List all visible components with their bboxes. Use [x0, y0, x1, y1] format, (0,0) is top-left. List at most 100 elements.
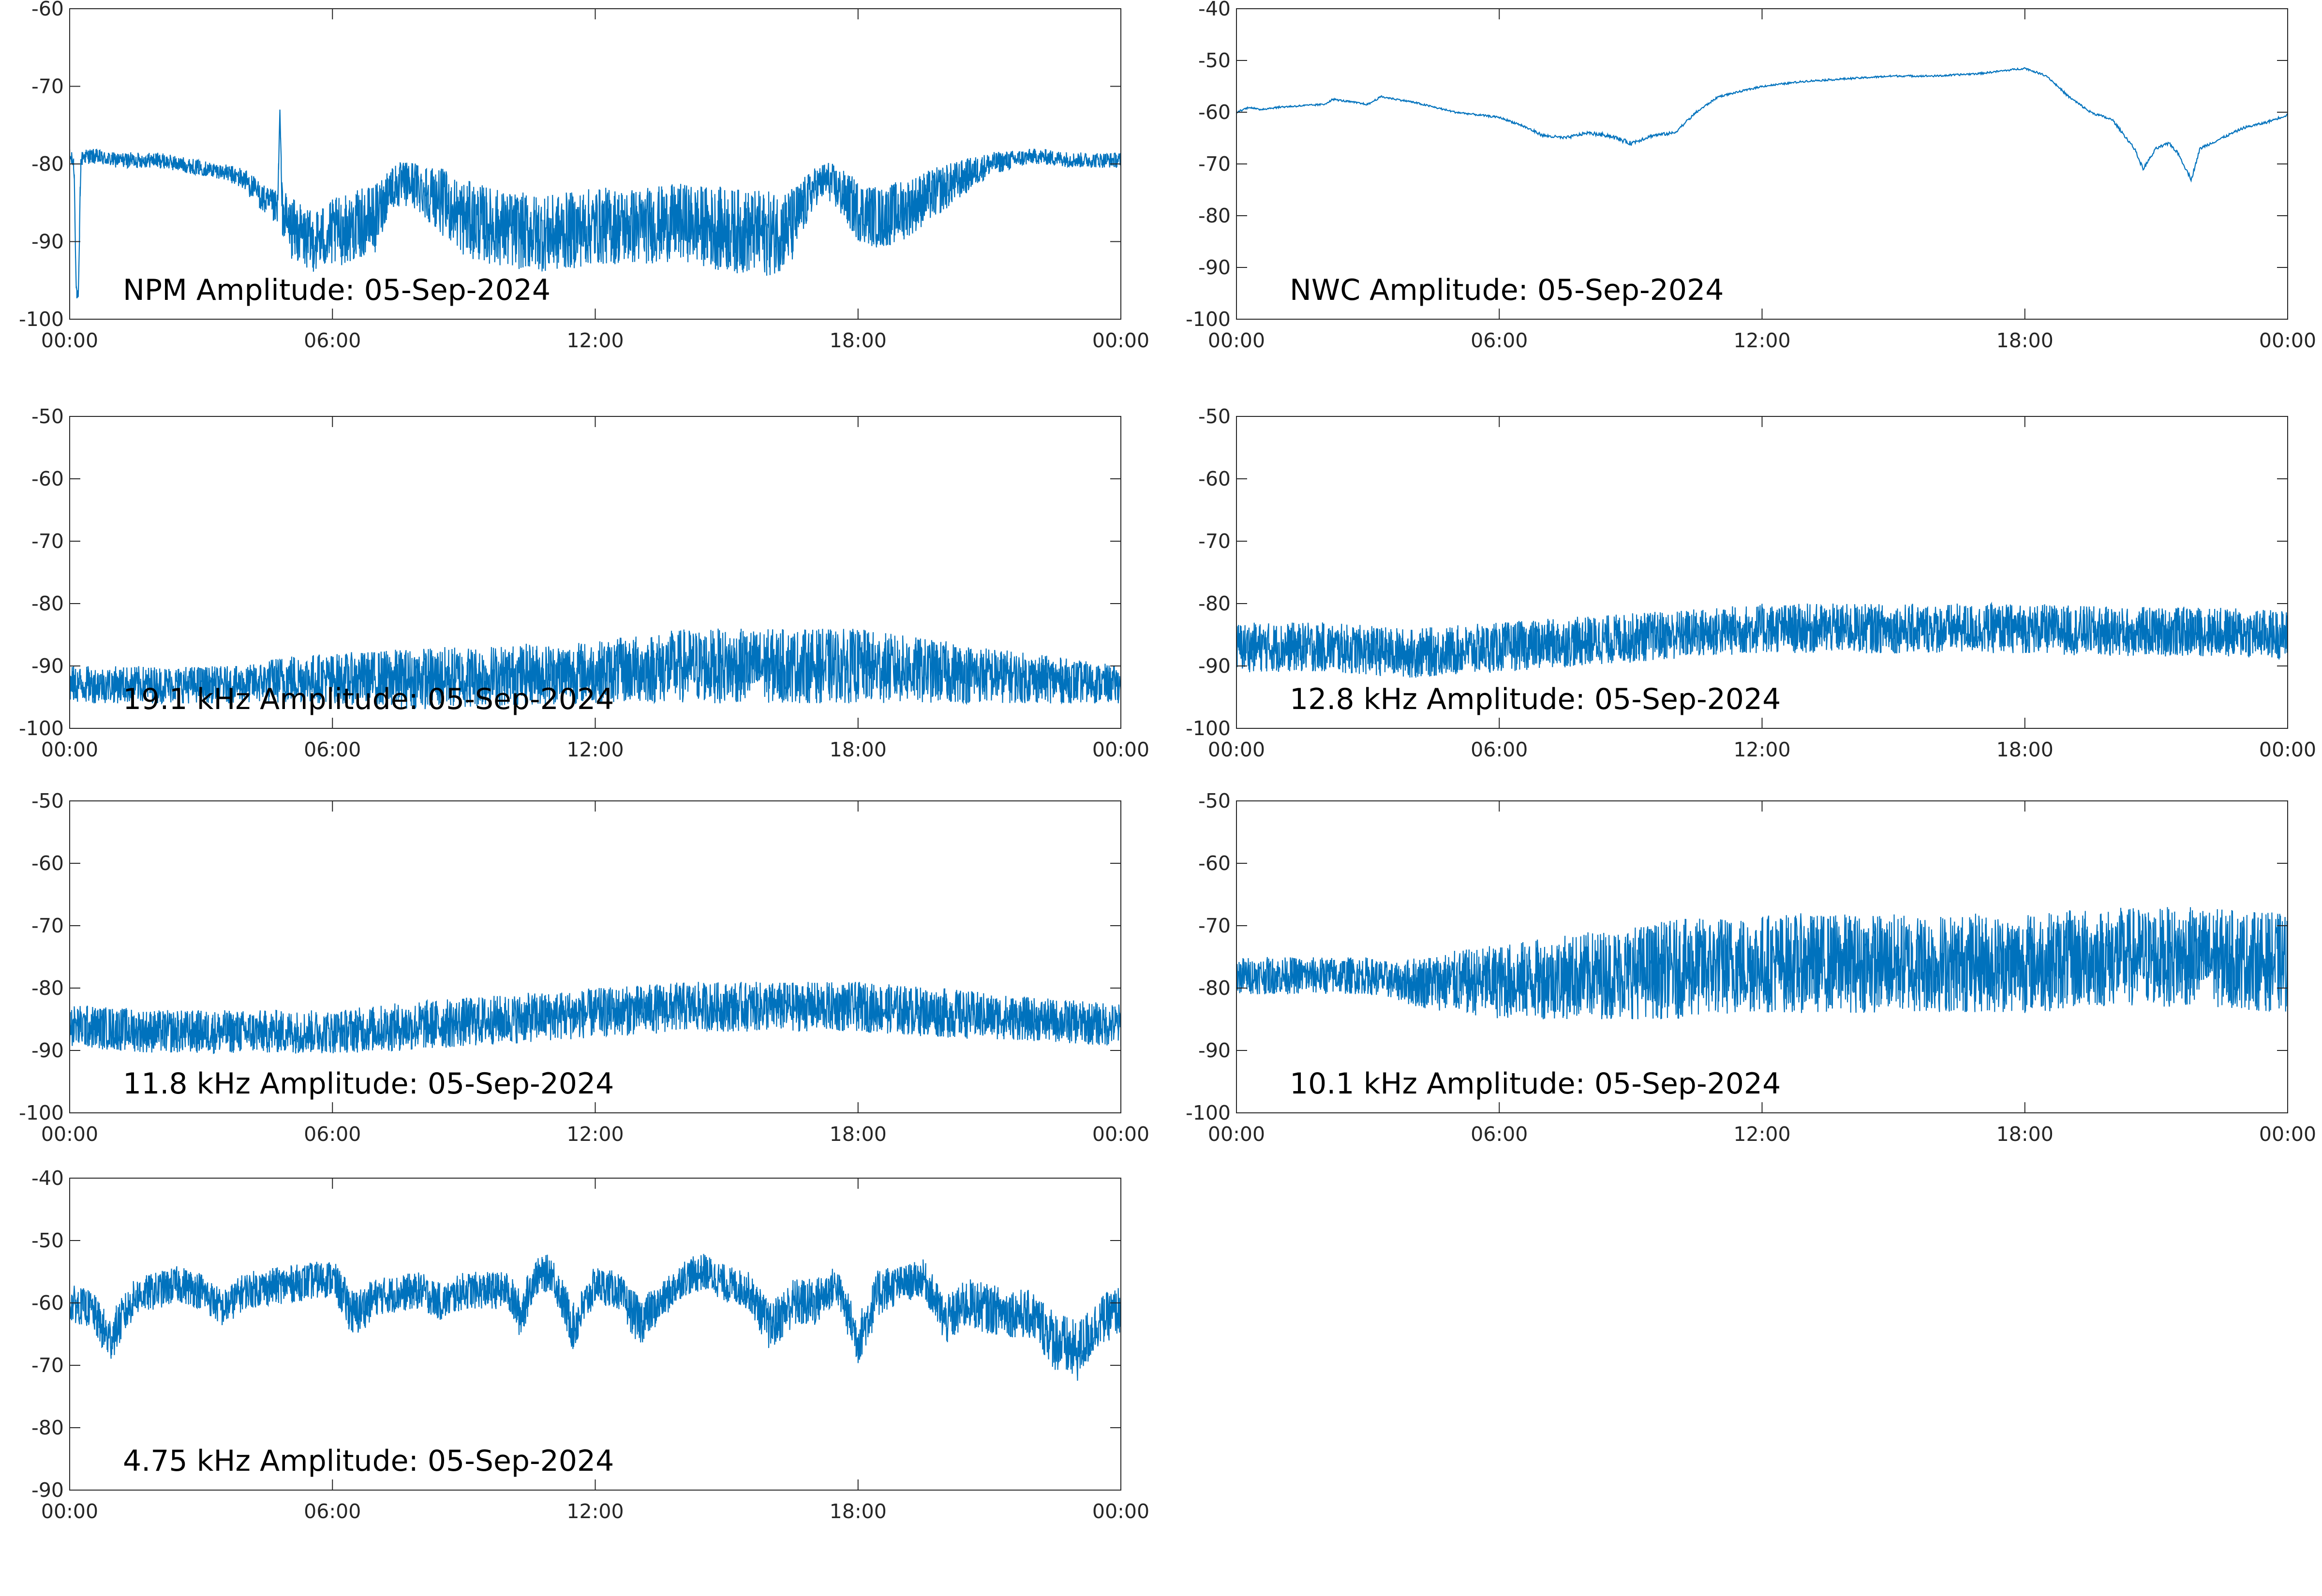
x-tick-label: 00:00	[41, 1500, 98, 1523]
y-tick-label: -80	[31, 1416, 64, 1439]
y-tick-label: -90	[31, 654, 64, 678]
y-tick-label: -90	[31, 1039, 64, 1062]
x-tick-label: 18:00	[1996, 1123, 2054, 1146]
y-tick-label: -70	[1198, 914, 1231, 937]
x-tick-label: 18:00	[1996, 329, 2054, 352]
y-tick-label: -60	[31, 0, 64, 20]
x-tick-label: 00:00	[1092, 1123, 1149, 1146]
x-tick-label: 00:00	[1092, 1500, 1149, 1523]
y-tick-label: -60	[31, 852, 64, 875]
x-tick-label: 12:00	[566, 1500, 624, 1523]
chart-title-f12_8: 12.8 kHz Amplitude: 05-Sep-2024	[1290, 682, 1781, 716]
x-tick-label: 06:00	[304, 329, 361, 352]
x-tick-label: 12:00	[566, 738, 624, 761]
series-line-f10_1	[1236, 907, 2288, 1020]
y-tick-label: -70	[1198, 530, 1231, 553]
x-tick-label: 06:00	[304, 738, 361, 761]
x-tick-label: 18:00	[1996, 738, 2054, 761]
y-tick-label: -70	[31, 75, 64, 98]
x-tick-label: 00:00	[41, 1123, 98, 1146]
chart-title-f19_1: 19.1 kHz Amplitude: 05-Sep-2024	[123, 682, 614, 716]
y-tick-label: -60	[31, 1291, 64, 1315]
chart-panel-f4_75: 00:00 06:00 12:00 18:00 00:00-90-80-70-60-50…	[31, 1167, 1149, 1523]
y-tick-label: -90	[31, 230, 64, 253]
chart-title-f10_1: 10.1 kHz Amplitude: 05-Sep-2024	[1290, 1067, 1781, 1101]
x-tick-label: 12:00	[566, 329, 624, 352]
x-tick-label: 06:00	[1471, 1123, 1528, 1146]
x-tick-label: 12:00	[566, 1123, 624, 1146]
y-tick-label: -60	[31, 467, 64, 490]
y-tick-label: -60	[1198, 467, 1231, 490]
x-tick-label: 12:00	[1733, 738, 1790, 761]
chart-panel-npm: 00:00 06:00 12:00 18:00 00:00-100-90-80-70-6…	[19, 0, 1149, 352]
x-tick-label: 18:00	[830, 1123, 887, 1146]
x-tick-label: 06:00	[304, 1500, 361, 1523]
y-tick-label: -100	[19, 308, 64, 331]
y-tick-label: -80	[31, 152, 64, 176]
chart-panel-f19_1: 00:00 06:00 12:00 18:00 00:00-100-90-80-70-6…	[19, 405, 1149, 761]
x-tick-label: 18:00	[830, 1500, 887, 1523]
y-tick-label: -70	[31, 530, 64, 553]
chart-panel-f11_8: 00:00 06:00 12:00 18:00 00:00-100-90-80-70-6…	[19, 789, 1149, 1146]
y-tick-label: -60	[1198, 101, 1231, 124]
y-tick-label: -100	[1186, 1101, 1231, 1124]
y-tick-label: -60	[1198, 852, 1231, 875]
x-tick-label: 00:00	[1092, 329, 1149, 352]
x-tick-label: 00:00	[2259, 738, 2316, 761]
chart-title-nwc: NWC Amplitude: 05-Sep-2024	[1290, 273, 1724, 307]
x-tick-label: 06:00	[304, 1123, 361, 1146]
x-tick-label: 00:00	[41, 329, 98, 352]
x-tick-label: 06:00	[1471, 329, 1528, 352]
x-tick-label: 00:00	[41, 738, 98, 761]
y-tick-label: -100	[19, 1101, 64, 1124]
y-tick-label: -90	[1198, 256, 1231, 279]
chart-title-f11_8: 11.8 kHz Amplitude: 05-Sep-2024	[123, 1067, 614, 1101]
y-tick-label: -70	[31, 1354, 64, 1377]
series-line-nwc	[1236, 67, 2288, 183]
series-line-npm	[70, 109, 1121, 298]
y-tick-label: -80	[1198, 976, 1231, 1000]
y-tick-label: -80	[31, 976, 64, 1000]
chart-title-f4_75: 4.75 kHz Amplitude: 05-Sep-2024	[123, 1444, 614, 1478]
series-line-f11_8	[70, 982, 1121, 1054]
y-tick-label: -80	[31, 592, 64, 615]
y-tick-label: -50	[1198, 49, 1231, 72]
x-tick-label: 00:00	[1208, 738, 1265, 761]
x-tick-label: 12:00	[1733, 1123, 1790, 1146]
y-tick-label: -50	[1198, 405, 1231, 428]
y-tick-label: -70	[31, 914, 64, 937]
x-tick-label: 18:00	[830, 738, 887, 761]
y-tick-label: -70	[1198, 152, 1231, 176]
y-tick-label: -90	[1198, 1039, 1231, 1062]
series-line-f4_75	[70, 1254, 1121, 1381]
y-tick-label: -40	[31, 1167, 64, 1190]
x-tick-label: 18:00	[830, 329, 887, 352]
series-line-f12_8	[1236, 602, 2288, 678]
y-tick-label: -50	[31, 789, 64, 813]
x-tick-label: 00:00	[2259, 329, 2316, 352]
x-tick-label: 00:00	[1092, 738, 1149, 761]
y-tick-label: -100	[1186, 717, 1231, 740]
y-tick-label: -100	[19, 717, 64, 740]
y-tick-label: -50	[1198, 789, 1231, 813]
series-line-f19_1	[70, 628, 1121, 709]
y-tick-label: -100	[1186, 308, 1231, 331]
y-tick-label: -50	[31, 1229, 64, 1252]
y-tick-label: -80	[1198, 592, 1231, 615]
y-tick-label: -90	[1198, 654, 1231, 678]
y-tick-label: -80	[1198, 204, 1231, 227]
y-tick-label: -90	[31, 1478, 64, 1502]
x-tick-label: 06:00	[1471, 738, 1528, 761]
y-tick-label: -50	[31, 405, 64, 428]
x-tick-label: 00:00	[1208, 1123, 1265, 1146]
chart-title-npm: NPM Amplitude: 05-Sep-2024	[123, 273, 551, 307]
chart-panel-f12_8: 00:00 06:00 12:00 18:00 00:00-100-90-80-70-6…	[1186, 405, 2316, 761]
chart-panel-f10_1: 00:00 06:00 12:00 18:00 00:00-100-90-80-70-6…	[1186, 789, 2316, 1146]
x-tick-label: 12:00	[1733, 329, 1790, 352]
y-tick-label: -40	[1198, 0, 1231, 20]
x-tick-label: 00:00	[2259, 1123, 2316, 1146]
chart-panel-nwc: 00:00 06:00 12:00 18:00 00:00-100-90-80-70-6…	[1186, 0, 2316, 352]
x-tick-label: 00:00	[1208, 329, 1265, 352]
